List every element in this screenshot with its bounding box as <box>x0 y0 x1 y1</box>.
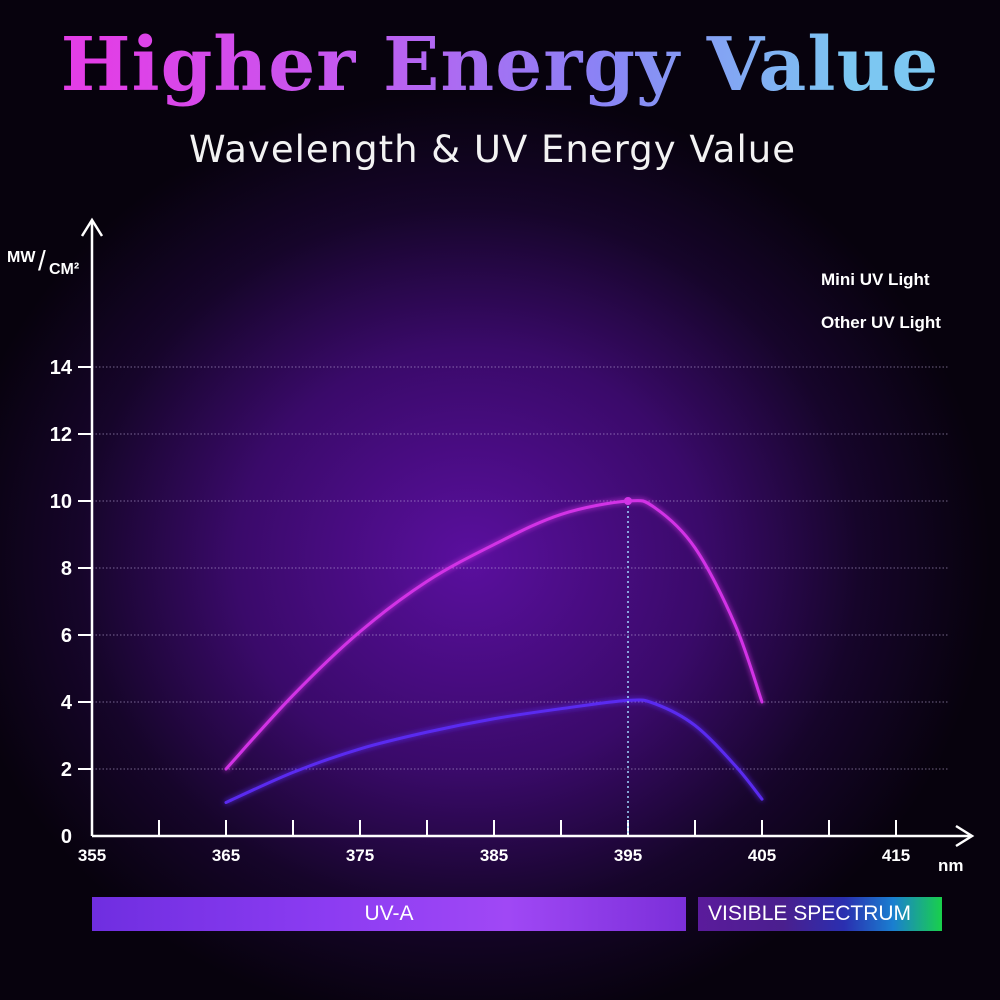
x-tick-label: 405 <box>748 846 776 865</box>
legend-label-1: Other UV Light <box>821 313 941 332</box>
y-axis-arrow <box>80 217 104 237</box>
peak-point <box>624 497 632 505</box>
axis-ticks: 355 365 375 385 395 405 415 0 2 4 6 8 10 12 14 <box>50 357 910 865</box>
series-line-1 <box>224 698 764 804</box>
y-axis-unit-slash: / <box>38 245 46 276</box>
chart-subtitle: Wavelength & UV Energy Value <box>189 128 796 171</box>
x-tick-label: 385 <box>480 846 508 865</box>
y-tick-label: 2 <box>61 759 72 781</box>
legend: Mini UV Light Other UV Light <box>737 270 941 332</box>
x-tick-label: 415 <box>882 846 910 865</box>
series-line-0 <box>224 498 764 771</box>
x-tick-label: 365 <box>212 846 240 865</box>
y-tick-label: 6 <box>61 625 72 647</box>
y-tick-label: 0 <box>61 826 72 848</box>
uva-band-label: UV-A <box>364 902 414 925</box>
page-title: Higher Energy Value <box>0 20 1000 110</box>
y-tick-label: 12 <box>50 424 72 446</box>
uva-band: UV-A <box>92 897 686 931</box>
y-tick-label: 8 <box>61 558 72 580</box>
x-tick-label: 395 <box>614 846 642 865</box>
y-tick-label: 14 <box>50 357 73 379</box>
visible-spectrum-band: VISIBLE SPECTRUM <box>698 897 942 931</box>
y-tick-label: 4 <box>61 692 73 714</box>
visible-spectrum-label: VISIBLE SPECTRUM <box>708 902 912 925</box>
x-axis-arrow <box>955 824 975 848</box>
legend-label-0: Mini UV Light <box>821 270 930 289</box>
x-tick-label: 355 <box>78 846 106 865</box>
series-lines <box>224 497 764 836</box>
x-axis-unit: nm <box>938 856 964 875</box>
y-axis-unit-sub: CM² <box>49 261 79 278</box>
y-axis-unit-main: MW <box>7 249 36 266</box>
y-tick-label: 10 <box>50 491 72 513</box>
x-tick-label: 375 <box>346 846 374 865</box>
grid-lines <box>92 366 948 770</box>
axes <box>80 217 975 848</box>
